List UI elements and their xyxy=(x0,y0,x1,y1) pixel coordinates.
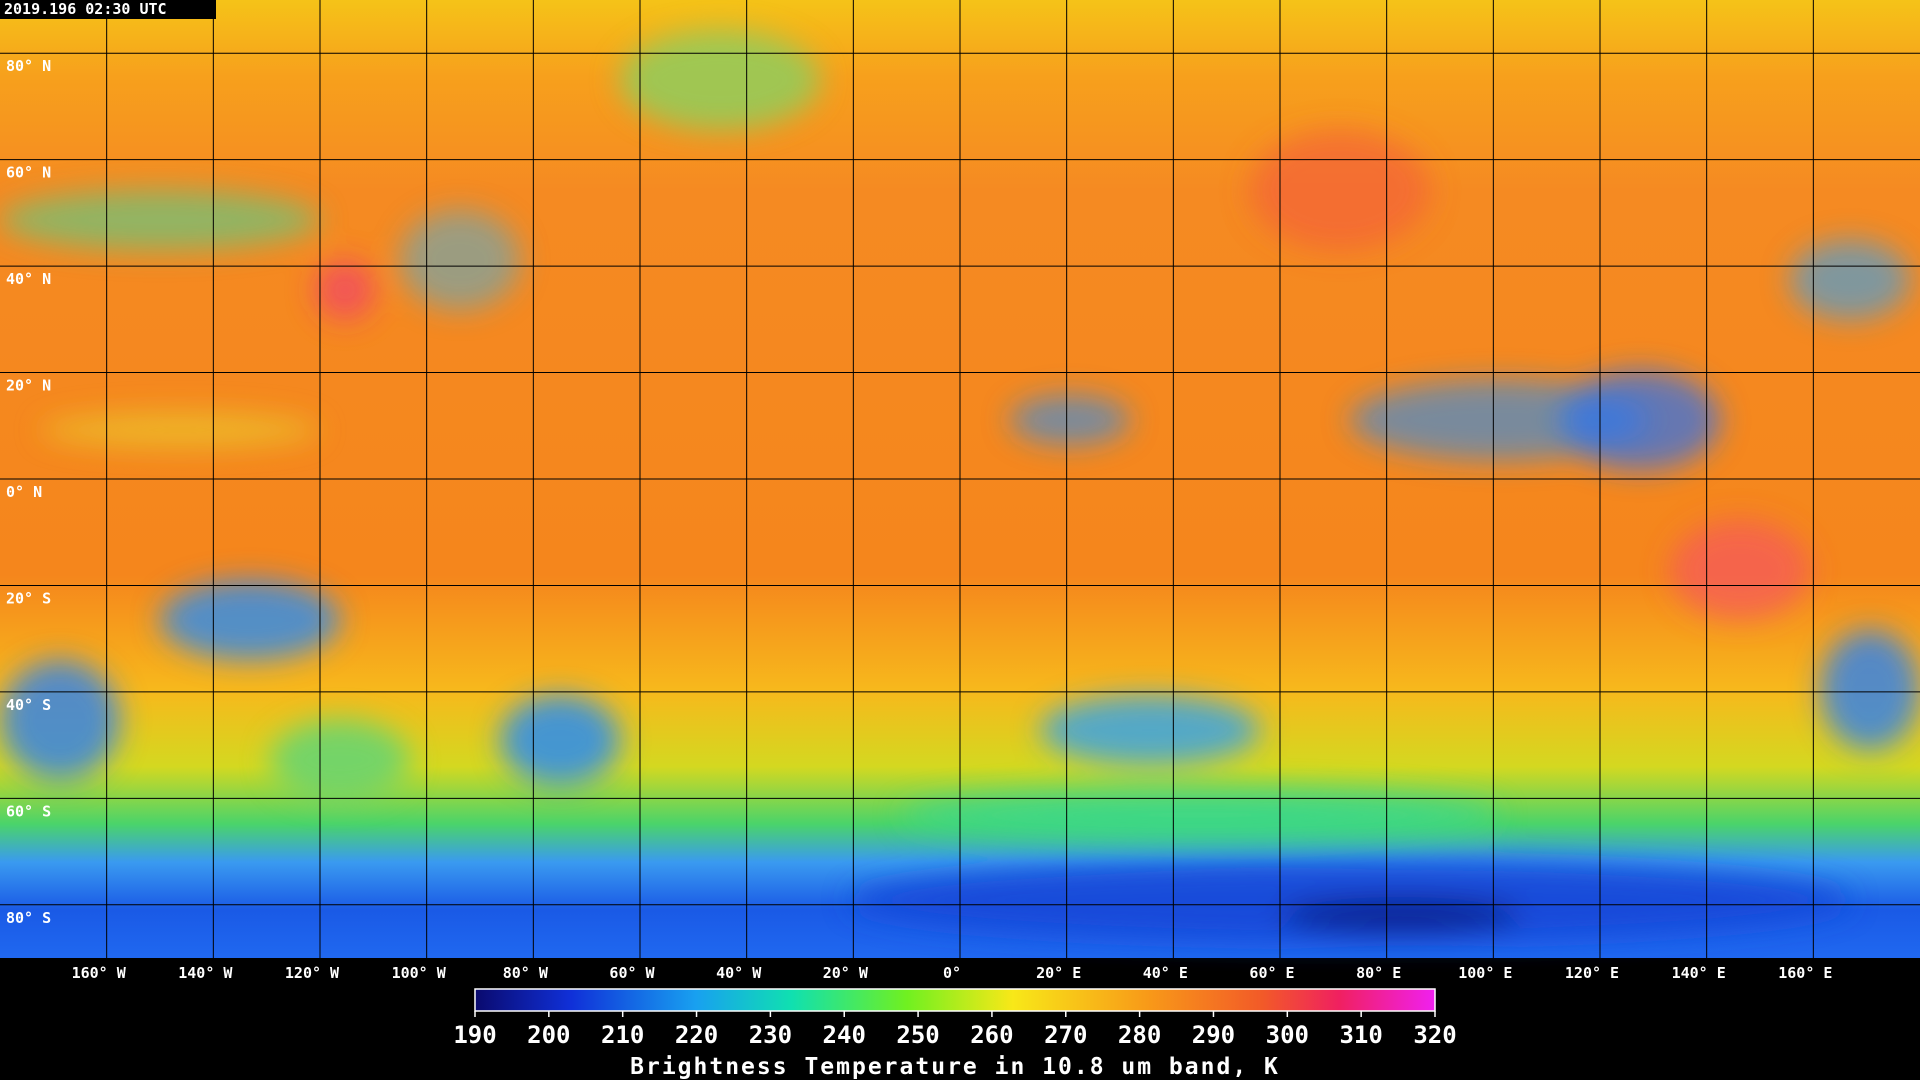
longitude-label: 60° E xyxy=(1249,964,1294,982)
colorbar xyxy=(474,988,1436,1012)
latitude-label: 60° N xyxy=(6,164,51,182)
latitude-label: 60° S xyxy=(6,802,51,820)
longitude-label: 40° W xyxy=(716,964,762,982)
longitude-label: 0° xyxy=(943,964,961,982)
latitude-label: 0° N xyxy=(6,483,42,501)
longitude-label: 100° W xyxy=(392,964,447,982)
latitude-label: 20° N xyxy=(6,377,51,395)
colorbar-tick-label: 310 xyxy=(1339,1021,1382,1049)
cloud-patterns xyxy=(0,30,1920,940)
longitude-label: 160° W xyxy=(72,964,127,982)
colorbar-tick-label: 200 xyxy=(527,1021,570,1049)
longitude-label: 100° E xyxy=(1458,964,1512,982)
graticule-labels: 80° N 60° N 40° N 20° N 0° N 20° S 40° S 60° S 8… xyxy=(6,57,51,927)
longitude-label: 60° W xyxy=(609,964,655,982)
longitude-label: 120° W xyxy=(285,964,340,982)
colorbar-tick-label: 230 xyxy=(749,1021,792,1049)
colorbar-tick-label: 250 xyxy=(896,1021,939,1049)
timestamp: 2019.196 02:30 UTC xyxy=(4,0,167,18)
colorbar-tick-label: 320 xyxy=(1413,1021,1456,1049)
colorbar-tick-label: 190 xyxy=(453,1021,496,1049)
colorbar-tick-label: 280 xyxy=(1118,1021,1161,1049)
colorbar-tick-label: 240 xyxy=(823,1021,866,1049)
longitude-label: 20° W xyxy=(823,964,869,982)
colorbar-tick-label: 260 xyxy=(970,1021,1013,1049)
longitude-label: 40° E xyxy=(1143,964,1188,982)
longitude-label: 80° W xyxy=(503,964,549,982)
longitude-label: 160° E xyxy=(1778,964,1832,982)
latitude-label: 40° N xyxy=(6,270,51,288)
timestamp-box xyxy=(0,0,216,19)
latitude-label: 20° S xyxy=(6,589,51,607)
colorbar-tick-label: 210 xyxy=(601,1021,644,1049)
longitude-label: 80° E xyxy=(1356,964,1401,982)
colorbar-tick-label: 220 xyxy=(675,1021,718,1049)
longitude-label: 120° E xyxy=(1565,964,1619,982)
graticule xyxy=(0,0,1920,958)
colorbar-tick-label: 270 xyxy=(1044,1021,1087,1049)
longitude-label: 140° E xyxy=(1672,964,1726,982)
latitude-label: 80° N xyxy=(6,57,51,75)
latitude-label: 80° S xyxy=(6,909,51,927)
longitude-label: 20° E xyxy=(1036,964,1081,982)
colorbar-tick-label: 300 xyxy=(1266,1021,1309,1049)
longitude-label: 140° W xyxy=(178,964,233,982)
colorbar-tick-label: 290 xyxy=(1192,1021,1235,1049)
colorbar-ticks: 190 200 210 220 230 240 250 260 270 280 290 300 310 3… xyxy=(453,1011,1457,1049)
latitude-label: 40° S xyxy=(6,696,51,714)
colorbar-title: Brightness Temperature in 10.8 um band, … xyxy=(630,1054,1280,1080)
map: 80° N 60° N 40° N 20° N 0° N 20° S 40° S 60° S 8… xyxy=(0,0,1920,958)
